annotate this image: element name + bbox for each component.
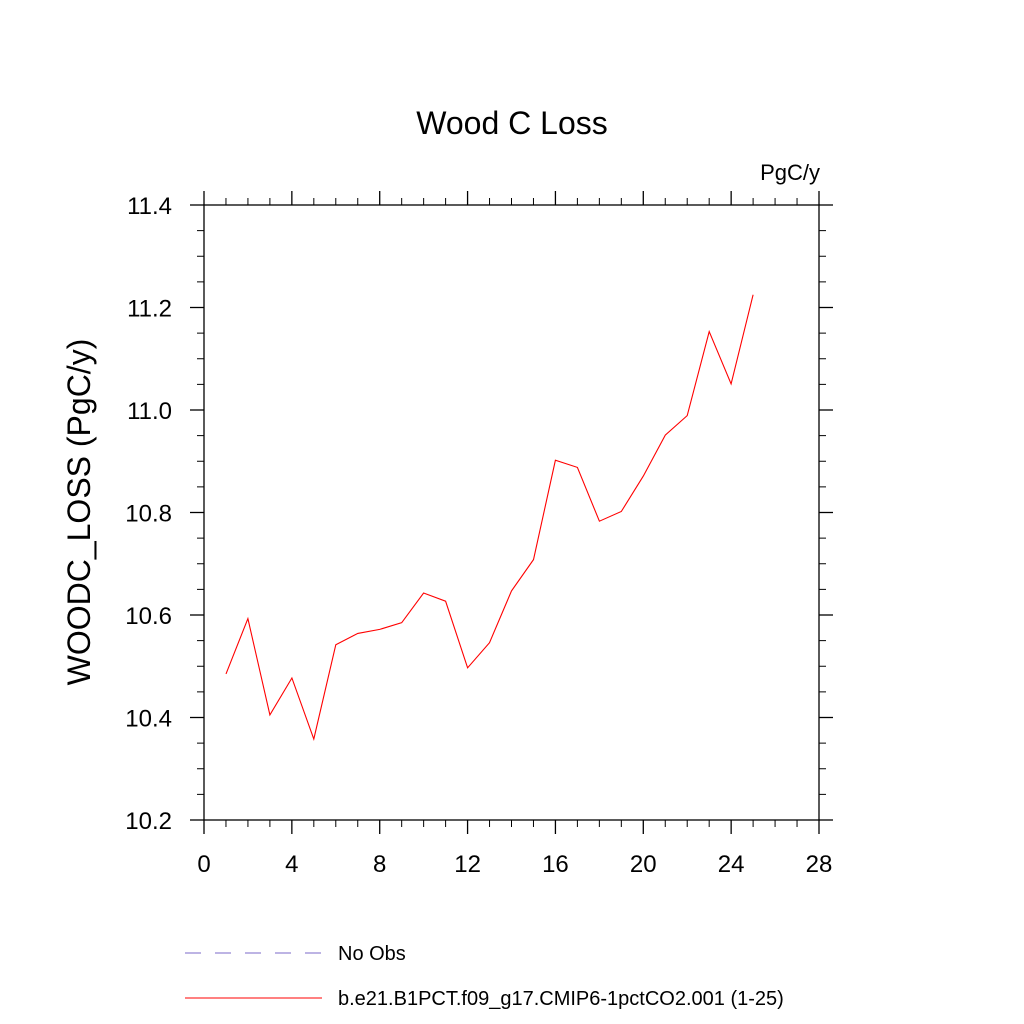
y-axis-label: WOODC_LOSS (PgC/y) bbox=[61, 339, 97, 686]
x-tick-label: 24 bbox=[718, 851, 745, 878]
x-tick-label: 0 bbox=[197, 851, 210, 878]
axis-tick-labels: 0 4 8 12 16 20 24 28 10.2 10.4 10.6 10.8 11.0 11.2 11.… bbox=[125, 193, 832, 878]
units-label: PgC/y bbox=[760, 160, 820, 185]
x-tick-label: 16 bbox=[542, 851, 569, 878]
y-tick-label: 10.2 bbox=[125, 808, 172, 835]
plot-frame bbox=[203, 204, 820, 821]
legend-label: b.e21.B1PCT.f09_g17.CMIP6-1pctCO2.001 (1… bbox=[338, 988, 784, 1010]
x-tick-label: 4 bbox=[285, 851, 298, 878]
chart-title: Wood C Loss bbox=[416, 105, 608, 141]
y-tick-label: 10.6 bbox=[125, 603, 172, 630]
legend-label: No Obs bbox=[338, 943, 406, 965]
y-tick-label: 11.2 bbox=[127, 296, 172, 323]
y-tick-label: 10.4 bbox=[125, 706, 172, 733]
y-tick-label: 11.4 bbox=[127, 193, 172, 220]
y-tick-label: 11.0 bbox=[127, 398, 172, 425]
x-tick-label: 12 bbox=[454, 851, 481, 878]
x-tick-label: 8 bbox=[373, 851, 386, 878]
data-lines bbox=[225, 294, 754, 741]
axis-ticks bbox=[190, 191, 833, 834]
legend: No Obs b.e21.B1PCT.f09_g17.CMIP6-1pctCO2.… bbox=[185, 943, 784, 1010]
y-tick-label: 10.8 bbox=[125, 501, 172, 528]
x-tick-label: 28 bbox=[806, 851, 833, 878]
series-line bbox=[225, 294, 754, 741]
x-tick-label: 20 bbox=[630, 851, 657, 878]
